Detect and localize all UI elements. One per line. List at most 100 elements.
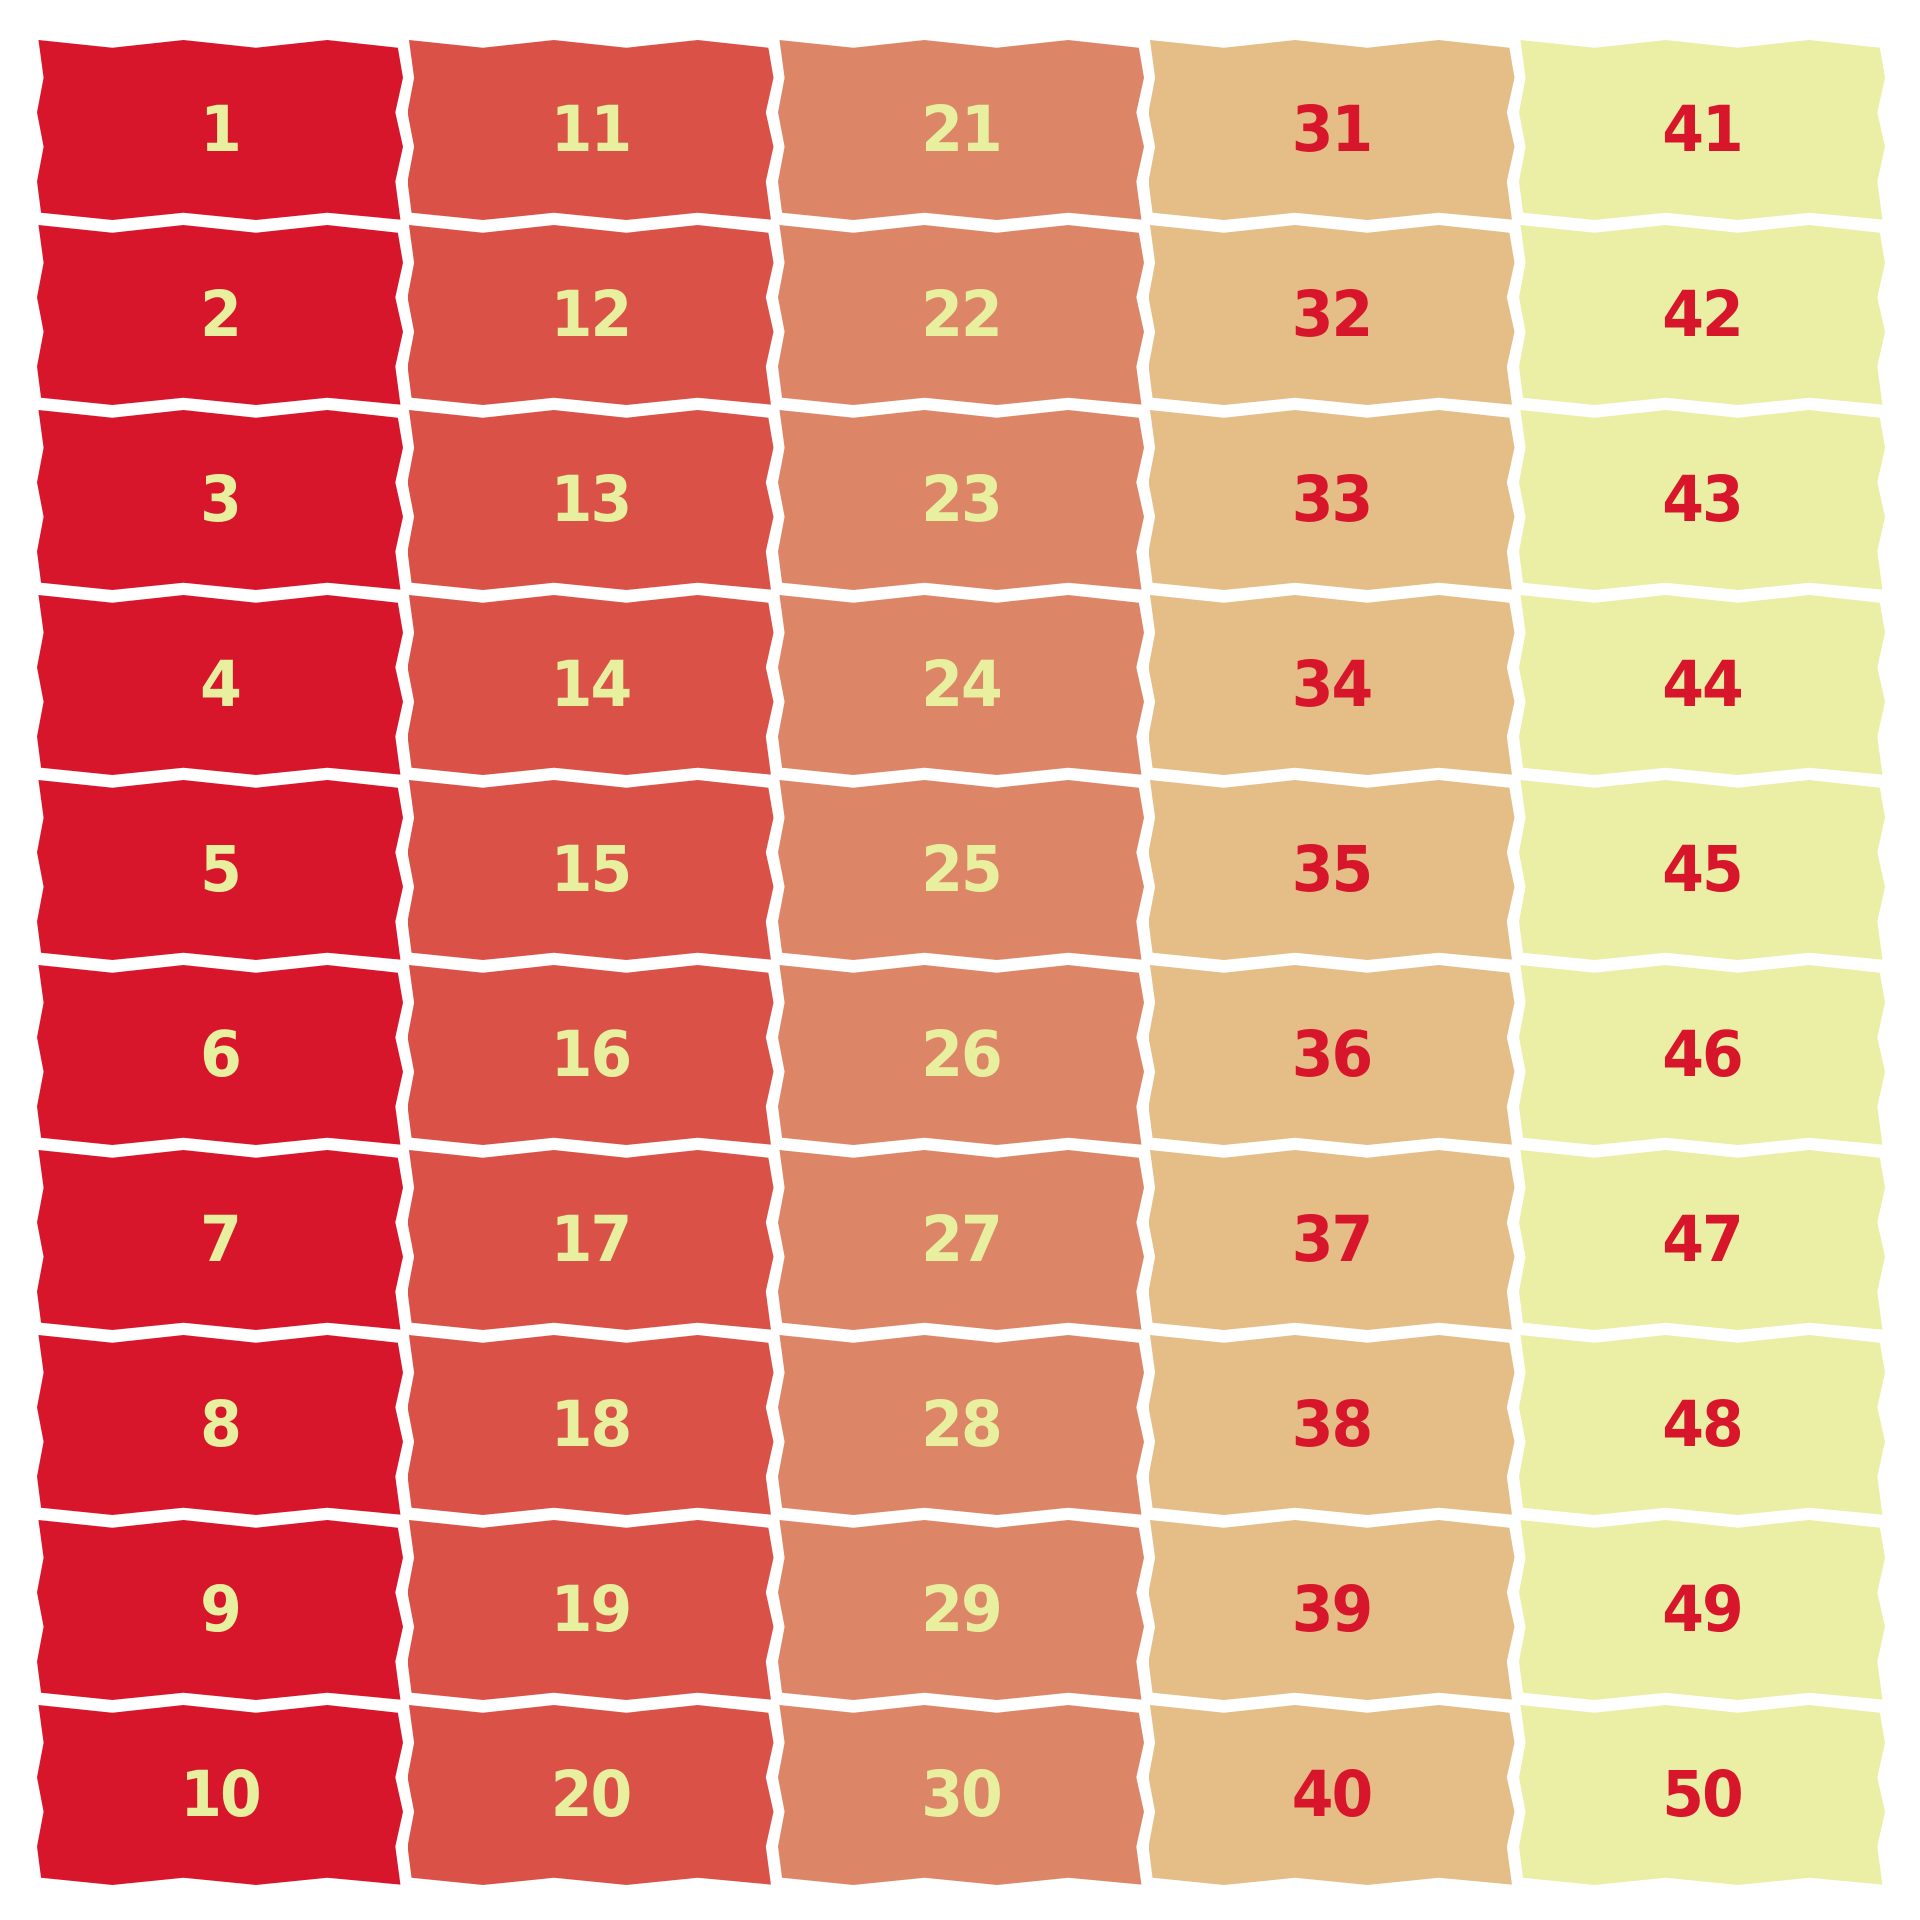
tile-number: 1	[200, 93, 242, 167]
tile-number: 49	[1662, 1573, 1743, 1647]
tile-number: 46	[1662, 1018, 1743, 1092]
tile-number: 11	[550, 93, 632, 167]
number-tile: 45	[1519, 780, 1885, 960]
tile-number: 40	[1291, 1758, 1373, 1832]
number-tile: 47	[1519, 1150, 1885, 1330]
number-tile: 49	[1519, 1520, 1885, 1700]
number-tile: 1	[37, 40, 403, 220]
tile-number: 34	[1291, 648, 1373, 722]
number-tile: 28	[778, 1335, 1144, 1515]
tile-number: 35	[1291, 833, 1373, 907]
number-tile: 35	[1148, 780, 1515, 960]
tile-number: 8	[200, 1388, 242, 1462]
number-tile: 48	[1519, 1335, 1885, 1515]
number-tile: 5	[37, 780, 403, 960]
number-tile: 29	[778, 1520, 1144, 1700]
tile-number: 23	[921, 463, 1002, 537]
number-tile: 8	[37, 1335, 403, 1515]
number-tile: 44	[1519, 595, 1885, 775]
tile-number: 18	[550, 1388, 632, 1462]
tile-number: 4	[200, 648, 242, 722]
tile-number: 42	[1662, 278, 1743, 352]
number-tile: 13	[407, 410, 774, 590]
tile-number: 39	[1291, 1573, 1373, 1647]
tile-number: 50	[1662, 1758, 1743, 1832]
tile-number: 28	[921, 1388, 1002, 1462]
number-tile: 25	[778, 780, 1144, 960]
tile-number: 6	[200, 1018, 242, 1092]
number-tile: 46	[1519, 965, 1885, 1145]
number-tile: 50	[1519, 1705, 1885, 1885]
tile-number: 2	[200, 278, 242, 352]
number-tile: 19	[407, 1520, 774, 1700]
number-tile: 2	[37, 225, 403, 405]
tile-number: 16	[550, 1018, 632, 1092]
number-tile: 11	[407, 40, 774, 220]
tile-number: 14	[550, 648, 632, 722]
tile-number: 43	[1662, 463, 1743, 537]
number-tile: 42	[1519, 225, 1885, 405]
tile-number: 44	[1662, 648, 1743, 722]
tile-number: 37	[1291, 1203, 1373, 1277]
tile-number: 38	[1291, 1388, 1373, 1462]
number-tile: 7	[37, 1150, 403, 1330]
tile-number: 36	[1291, 1018, 1373, 1092]
number-tile: 36	[1148, 965, 1515, 1145]
tile-number: 25	[921, 833, 1002, 907]
tile-number: 26	[921, 1018, 1002, 1092]
tile-number: 33	[1291, 463, 1373, 537]
tile-number: 15	[550, 833, 632, 907]
tile-number: 22	[921, 278, 1002, 352]
number-tile: 3	[37, 410, 403, 590]
tile-number: 32	[1291, 278, 1373, 352]
number-tile: 40	[1148, 1705, 1515, 1885]
tile-number: 17	[550, 1203, 632, 1277]
number-tile: 4	[37, 595, 403, 775]
tile-number: 21	[921, 93, 1002, 167]
number-tile: 22	[778, 225, 1144, 405]
number-tile: 14	[407, 595, 774, 775]
tile-number: 9	[200, 1573, 242, 1647]
number-tile: 21	[778, 40, 1144, 220]
tile-number: 3	[200, 463, 242, 537]
number-tile: 41	[1519, 40, 1885, 220]
number-tile: 38	[1148, 1335, 1515, 1515]
number-tile: 33	[1148, 410, 1515, 590]
number-tile: 16	[407, 965, 774, 1145]
number-tile: 18	[407, 1335, 774, 1515]
tile-number: 29	[921, 1573, 1002, 1647]
tile-number: 24	[921, 648, 1002, 722]
tile-number: 20	[550, 1758, 632, 1832]
number-tile: 43	[1519, 410, 1885, 590]
tile-number: 19	[550, 1573, 632, 1647]
tile-number: 30	[921, 1758, 1002, 1832]
number-tile: 17	[407, 1150, 774, 1330]
tile-number: 12	[550, 278, 632, 352]
tile-number: 7	[200, 1203, 242, 1277]
number-tile: 20	[407, 1705, 774, 1885]
number-tile: 24	[778, 595, 1144, 775]
tile-number: 48	[1662, 1388, 1743, 1462]
tile-number: 47	[1662, 1203, 1743, 1277]
number-tile: 34	[1148, 595, 1515, 775]
number-tile: 12	[407, 225, 774, 405]
number-tile: 37	[1148, 1150, 1515, 1330]
tile-number: 27	[921, 1203, 1002, 1277]
number-tile: 23	[778, 410, 1144, 590]
number-tile: 9	[37, 1520, 403, 1700]
tile-number: 10	[180, 1758, 261, 1832]
tile-number: 41	[1662, 93, 1743, 167]
tile-number: 45	[1662, 833, 1743, 907]
number-tile: 39	[1148, 1520, 1515, 1700]
number-tile: 26	[778, 965, 1144, 1145]
number-tile: 15	[407, 780, 774, 960]
number-tile: 27	[778, 1150, 1144, 1330]
number-tile: 32	[1148, 225, 1515, 405]
number-tile: 30	[778, 1705, 1144, 1885]
tile-number: 13	[550, 463, 632, 537]
tile-number: 31	[1291, 93, 1373, 167]
number-tile: 6	[37, 965, 403, 1145]
number-tile: 31	[1148, 40, 1515, 220]
tile-number: 5	[200, 833, 242, 907]
number-tile: 10	[37, 1705, 403, 1885]
